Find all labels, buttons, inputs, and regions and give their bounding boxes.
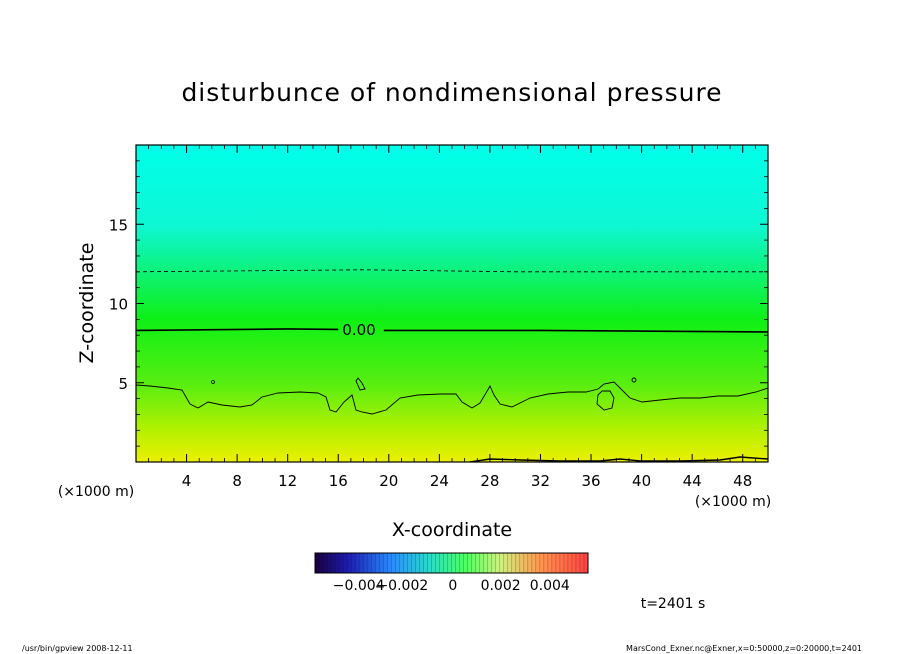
x-tick-label: 16: [329, 472, 348, 490]
y-tick-label: 5: [118, 375, 128, 393]
heatmap-field: [136, 145, 768, 462]
chart-title: disturbunce of nondimensional pressure: [181, 78, 722, 107]
x-tick-label: 28: [480, 472, 499, 490]
x-unit-right: (×1000 m): [695, 494, 771, 510]
x-tick-label: 48: [733, 472, 752, 490]
x-axis: 4 8 12 16 20 24 28 32 36 40 44 48: [148, 145, 756, 490]
contour-line-zero-right: [383, 329, 768, 333]
colorbar-tick-label: 0.004: [530, 578, 570, 594]
contour-cell: [631, 377, 637, 383]
colorbar-tick-label: 0: [448, 578, 457, 594]
colorbar-frame: [314, 552, 589, 574]
colorbar-tick-label: −0.002: [376, 578, 428, 594]
colorbar-labels: −0.004−0.002 0 0.002 0.004: [333, 578, 570, 594]
x-tick-label: 32: [531, 472, 550, 490]
x-tick-label: 12: [278, 472, 297, 490]
contour-cell: [211, 380, 215, 384]
x-tick-label: 20: [379, 472, 398, 490]
colorbar-tick-label: −0.004: [333, 578, 385, 594]
x-tick-label: 44: [683, 472, 702, 490]
contour-line-lower: [136, 381, 768, 415]
x-tick-label: 36: [581, 472, 600, 490]
contour-cell: [355, 377, 366, 391]
colorbar: [315, 553, 588, 573]
x-unit-left: (×1000 m): [58, 484, 134, 500]
contour-line-bottom: [469, 456, 768, 462]
contour-cell: [596, 390, 615, 411]
colorbar-stripes: [318, 553, 585, 573]
contour-line-zero: [136, 328, 339, 332]
footer-right: MarsCond_Exner.nc@Exner,x=0:50000,z=0:20…: [626, 644, 862, 653]
y-axis-title: Z-coordinate: [76, 243, 98, 364]
y-tick-label: 10: [109, 296, 128, 314]
footer-left: /usr/bin/gpview 2008-12-11: [22, 644, 133, 653]
colorbar-tick-label: 0.002: [481, 578, 521, 594]
contour-line-dashed: [136, 269, 768, 273]
y-tick-label: 15: [109, 216, 128, 234]
x-axis-title: X-coordinate: [392, 519, 512, 541]
x-tick-label: 40: [632, 472, 651, 490]
x-tick-label: 4: [182, 472, 192, 490]
y-axis: 5 10 15: [109, 160, 768, 447]
x-tick-label: 24: [430, 472, 449, 490]
time-label: t=2401 s: [641, 596, 706, 612]
contour-label: 0.00: [342, 321, 375, 339]
x-tick-label: 8: [232, 472, 242, 490]
